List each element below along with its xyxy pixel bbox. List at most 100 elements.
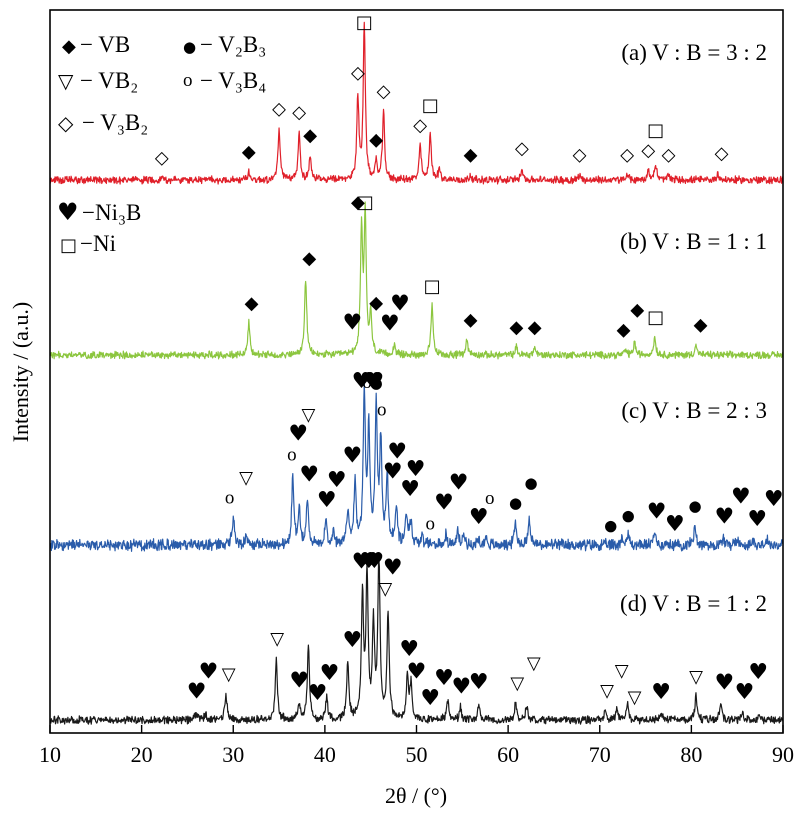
phase-marker: ◇: [272, 98, 286, 119]
phase-marker: ♥: [383, 460, 403, 485]
legend-v3b2-label: − V₃B₂: [82, 110, 148, 135]
phase-marker: ◆: [369, 292, 383, 313]
phase-marker: ♥: [434, 490, 454, 515]
phase-marker: □: [424, 276, 441, 297]
legend-vb2-label: − VB₂: [80, 68, 138, 93]
x-tick-label: 40: [314, 742, 336, 767]
phase-marker: ♥: [747, 507, 767, 532]
phase-marker: ♥: [343, 628, 363, 653]
phase-marker: ♥: [363, 369, 383, 394]
phase-marker: ♥: [647, 499, 667, 524]
phase-marker: ▽: [600, 680, 614, 701]
phase-marker: ◆: [303, 125, 317, 146]
x-tick-label: 50: [406, 742, 428, 767]
phase-marker: ♥: [343, 310, 363, 335]
legend: ◆ − VB ● − V₂B₃ ▽ − VB₂ o − V₃B₄ ◇ − V₃B…: [57, 32, 266, 256]
phase-marker: ◇: [351, 63, 365, 84]
phase-marker: ▽: [239, 467, 253, 488]
x-tick-label: 30: [222, 742, 244, 767]
phase-marker: ♥: [764, 487, 784, 512]
phase-marker: ▽: [270, 628, 284, 649]
phase-marker: □: [647, 120, 664, 141]
legend-ni3b-label: −Ni₃B: [82, 200, 141, 225]
phase-marker: ♥: [399, 637, 419, 662]
phase-marker: ◆: [528, 317, 542, 338]
legend-ni-glyph: □: [60, 235, 77, 256]
phase-marker: ♥: [434, 666, 454, 691]
phase-marker: ♥: [288, 421, 308, 446]
phase-marker: ♥: [383, 556, 403, 581]
phase-marker: ♥: [299, 463, 319, 488]
phase-marker: ♥: [407, 659, 427, 684]
legend-v2b3-glyph: ●: [183, 38, 196, 56]
x-tick-label: 70: [589, 742, 611, 767]
phase-marker: ♥: [735, 680, 755, 705]
phase-marker: ♥: [365, 549, 385, 574]
phase-marker: ♥: [387, 440, 407, 465]
series-title-a: (a) V : B = 3 : 2: [621, 40, 767, 65]
phase-marker: ▽: [510, 673, 524, 694]
phase-marker: ◇: [641, 140, 655, 161]
x-tick-label: 60: [497, 742, 519, 767]
phase-marker: ♥: [352, 550, 372, 575]
phase-marker: ◇: [292, 102, 306, 123]
phase-marker: ♥: [406, 457, 426, 482]
phase-marker: ●: [370, 374, 383, 392]
phase-marker: ▽: [628, 687, 642, 708]
phase-marker: ◆: [630, 300, 644, 321]
series-title-c: (c) V : B = 2 : 3: [621, 398, 767, 423]
phase-marker: ▽: [689, 666, 703, 687]
phase-marker: ●: [604, 517, 617, 535]
series-layer: [49, 21, 784, 725]
legend-v3b4-glyph: o: [183, 70, 193, 91]
phase-marker: ◇: [377, 81, 391, 102]
phase-marker: ♥: [352, 369, 372, 394]
x-axis-ticks: 10 20 30 40 50 60 70 80 90: [39, 725, 794, 767]
diffraction-pattern-1: [49, 21, 784, 185]
phase-marker: ♥: [380, 311, 400, 336]
phase-marker: ◆: [369, 130, 383, 151]
phase-marker: ◆: [509, 317, 523, 338]
phase-marker: ♥: [199, 660, 219, 685]
x-axis-title: 2θ / (°): [385, 783, 447, 808]
phase-marker: ♥: [469, 670, 489, 695]
phase-marker: ♥: [365, 369, 385, 394]
phase-marker: ♥: [665, 512, 685, 537]
phase-marker: ♥: [715, 670, 735, 695]
phase-marker: o: [287, 444, 297, 465]
phase-markers: ◇ ◆◇ ◇◆◇□◆◇◇□◆ ◇ ◇ ◇ ◇□◇ ◇◆◆◆□◆♥ ♥♥□◆ ◆ ◆ ◆◆ □ ◆o▽o♥♥…: [155, 12, 784, 711]
phase-marker: ♥: [715, 504, 735, 529]
legend-vb2-glyph: ▽: [58, 69, 74, 93]
phase-marker: ◆: [464, 144, 478, 165]
phase-marker: ♥: [651, 680, 671, 705]
phase-marker: o: [425, 513, 435, 534]
phase-marker: ◇: [155, 147, 169, 168]
legend-ni3b-glyph: ♥: [57, 198, 79, 226]
phase-marker: ▽: [527, 653, 541, 674]
phase-marker: □: [357, 192, 374, 213]
x-tick-label: 20: [131, 742, 153, 767]
phase-marker: ●: [509, 494, 522, 512]
phase-marker: ◆: [242, 142, 256, 163]
phase-marker: ♥: [731, 484, 751, 509]
phase-marker: ♥: [400, 477, 420, 502]
legend-v3b2-glyph: ◇: [58, 111, 74, 135]
legend-v2b3-label: − V₂B₃: [200, 32, 266, 57]
phase-marker: ♥: [452, 675, 472, 700]
phase-marker: ▽: [378, 579, 392, 600]
phase-marker: ♥: [289, 669, 309, 694]
phase-marker: ◇: [413, 115, 427, 136]
legend-v3b4-label: − V₃B₄: [200, 68, 266, 93]
phase-marker: □: [356, 12, 373, 33]
x-tick-label: 90: [772, 742, 794, 767]
phase-marker: ♥: [327, 468, 347, 493]
phase-marker: ◇: [573, 145, 587, 166]
phase-marker: ◇: [662, 144, 676, 165]
phase-marker: ◇: [515, 138, 529, 159]
phase-marker: ♥: [187, 680, 207, 705]
phase-marker: ♥: [359, 549, 379, 574]
phase-marker: ♥: [469, 505, 489, 530]
phase-marker: ●: [622, 507, 635, 525]
phase-marker: ◆: [464, 310, 478, 331]
